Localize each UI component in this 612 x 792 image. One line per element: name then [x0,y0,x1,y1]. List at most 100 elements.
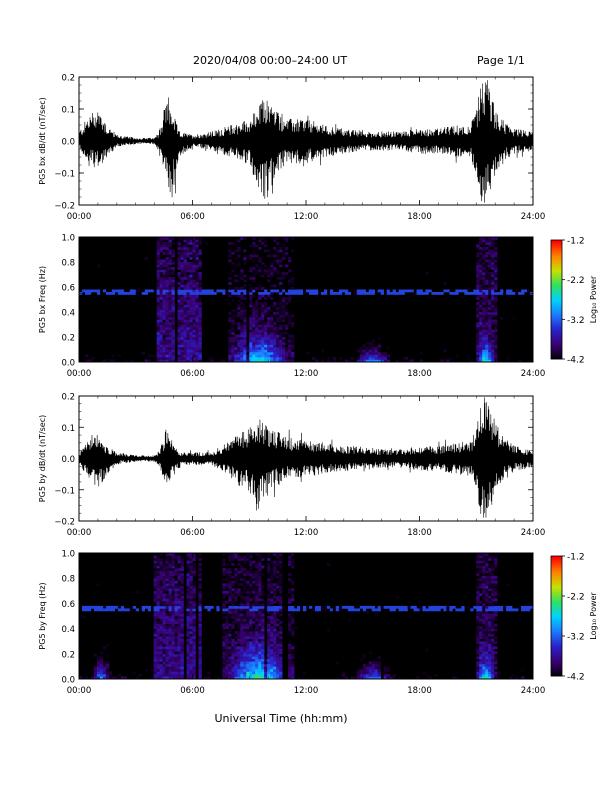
heatmap-cell [222,573,226,576]
heatmap-cell [261,309,265,313]
heatmap-cell [183,247,187,250]
heatmap-cell [198,605,202,609]
heatmap-cell [180,578,184,582]
heatmap-cell [279,359,283,363]
heatmap-cell [267,269,271,273]
heatmap-cell [177,600,181,604]
heatmap-cell [87,359,92,363]
heatmap-cell [243,352,247,355]
heatmap-cell [183,262,187,265]
heatmap-cell [177,302,181,305]
heatmap-cell [443,608,447,612]
heatmap-cell [485,357,489,360]
heatmap-cell [180,239,184,243]
heatmap-cell [276,309,280,313]
heatmap-cell [228,663,232,667]
heatmap-cell [491,608,495,612]
heatmap-cell [350,357,355,360]
heatmap-cell [168,563,172,566]
heatmap-cell [165,309,169,313]
heatmap-cell [96,676,101,680]
heatmap-cell [180,608,184,612]
heatmap-cell [273,357,277,360]
heatmap-cell [174,661,178,665]
heatmap-cell [153,610,157,614]
heatmap-cell [258,653,262,657]
heatmap-cell [174,621,178,624]
heatmap-cell [228,329,232,333]
heatmap-cell [195,349,199,353]
heatmap-cell [159,585,163,589]
heatmap-cell [198,332,202,335]
heatmap-cell [165,277,169,280]
heatmap-cell [476,646,480,650]
heatmap-cell [156,621,160,624]
heatmap-cell [186,661,190,665]
heatmap-cell [132,292,137,295]
heatmap-cell [485,671,489,675]
heatmap-cell [494,651,498,655]
heatmap-cell [479,327,483,330]
heatmap-cell [231,339,235,343]
colorbar-swatch [551,628,562,631]
heatmap-cell [261,656,265,660]
heatmap-cell [228,666,232,670]
heatmap-cell [258,269,262,273]
heatmap-cell [491,342,495,345]
heatmap-cell [159,671,163,675]
heatmap-cell [228,287,232,290]
heatmap-cell [282,312,286,315]
heatmap-cell [222,671,226,675]
heatmap-cell [192,354,196,358]
heatmap-cell [255,595,259,599]
heatmap-cell [249,658,253,662]
heatmap-cell [485,322,489,325]
heatmap-cell [243,304,247,308]
heatmap-cell [216,289,220,293]
heatmap-cell [479,628,483,632]
heatmap-cell [476,357,480,360]
heatmap-cell [425,608,429,612]
heatmap-cell [243,558,247,561]
heatmap-cell [291,289,295,293]
heatmap-cell [165,279,169,283]
heatmap-cell [252,244,256,248]
heatmap-cell [255,616,259,619]
heatmap-cell [180,292,184,295]
colorbar-swatch [551,650,562,653]
heatmap-cell [189,309,193,313]
heatmap-cell [273,663,277,667]
heatmap-cell [300,608,304,612]
heatmap-cell [267,676,271,680]
heatmap-cell [159,284,163,288]
heatmap-cell [482,613,486,617]
heatmap-cell [482,608,486,612]
heatmap-cell [165,289,169,293]
heatmap-cell [243,643,247,647]
heatmap-cell [482,292,486,295]
heatmap-cell [234,651,238,655]
heatmap-cell [524,289,528,293]
heatmap-cell [162,565,166,569]
heatmap-cell [288,666,292,670]
heatmap-cell [240,297,244,300]
heatmap-cell [270,653,274,657]
heatmap-cell [344,676,349,680]
heatmap-cell [240,661,244,665]
heatmap-cell [282,339,286,343]
heatmap-cell [276,653,280,657]
heatmap-cell [177,347,181,350]
heatmap-cell [279,342,283,345]
heatmap-cell [237,312,241,315]
heatmap-cell [476,555,480,559]
heatmap-cell [234,671,238,675]
heatmap-cell [225,631,229,634]
heatmap-cell [482,297,486,300]
heatmap-cell [264,357,268,360]
heatmap-cell [189,287,193,290]
heatmap-cell [279,324,283,328]
heatmap-cell [270,274,274,278]
heatmap-cell [443,289,447,293]
heatmap-cell [258,237,262,240]
heatmap-cell [246,631,250,634]
